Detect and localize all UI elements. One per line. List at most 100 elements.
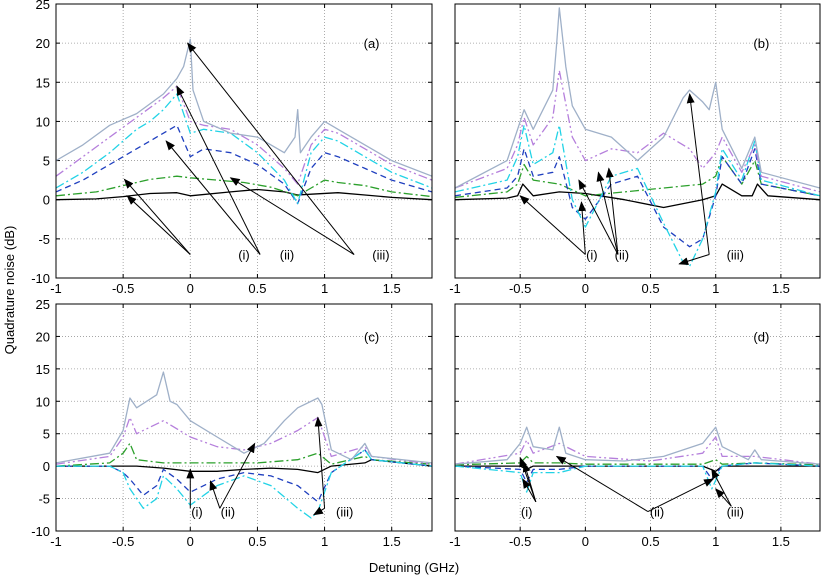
y-tick-label: 25 — [36, 297, 50, 312]
x-tick-label: 1 — [712, 281, 719, 296]
series-line-1 — [56, 188, 432, 201]
series-line-5 — [56, 85, 432, 185]
annotation-label: (c) — [364, 329, 379, 344]
annotation-label: (d) — [753, 329, 769, 344]
y-tick-label: -5 — [38, 232, 50, 247]
series-line-5 — [455, 69, 820, 193]
plot-frame — [55, 3, 433, 279]
series-line-2 — [56, 442, 432, 467]
x-tick-label: -1 — [449, 281, 461, 296]
annotation-label: (iii) — [727, 505, 744, 520]
annotation-label: (i) — [586, 248, 598, 263]
annotation-arrow — [126, 195, 191, 255]
series-line-5 — [56, 416, 432, 465]
annotation-label: (ii) — [280, 248, 294, 263]
x-tick-label: 1.5 — [772, 281, 790, 296]
series-line-5 — [455, 436, 820, 465]
panel-4: -1 -0.5 0 0.5 1 1.5(d)(i) (ii) (iii) — [449, 303, 821, 549]
annotation-label: (i) — [521, 505, 533, 520]
x-tick-label: 0.5 — [641, 281, 659, 296]
y-tick-label: 15 — [36, 75, 50, 90]
annotation-arrow — [605, 167, 619, 255]
annotation-arrow — [165, 140, 261, 255]
panel-2: -1 -0.5 0 0.5 1 1.5 (b) (i) (ii) (iii) — [449, 3, 821, 296]
annotation-arrow — [711, 468, 732, 507]
annotation-label: (iii) — [727, 248, 744, 263]
annotation-label: (a) — [364, 36, 380, 51]
annotation-arrow — [314, 416, 326, 509]
x-tick-label: 1.5 — [383, 534, 401, 549]
series-line-4 — [56, 93, 432, 205]
y-tick-label: 5 — [43, 427, 50, 442]
x-tick-label: 1.5 — [383, 281, 401, 296]
y-tick-label: 10 — [36, 394, 50, 409]
series-group — [455, 426, 820, 493]
series-group — [455, 7, 820, 267]
series-line-6 — [455, 426, 820, 465]
x-tick-label: -1 — [449, 534, 461, 549]
annotation-arrow — [555, 455, 649, 512]
annotation-label: (ii) — [221, 505, 235, 520]
x-tick-label: 0.5 — [641, 534, 659, 549]
x-tick-label: -0.5 — [112, 534, 134, 549]
x-tick-label: -0.5 — [112, 281, 134, 296]
series-line-3 — [455, 148, 820, 248]
annotation-arrow — [522, 478, 537, 503]
annotation-arrow — [176, 85, 261, 255]
x-tick-label: 1 — [321, 534, 328, 549]
annotation-label: (i) — [238, 248, 250, 263]
annotation-arrow — [186, 42, 355, 255]
x-tick-label: 1 — [712, 534, 719, 549]
annotation-arrow — [123, 178, 191, 255]
y-tick-label: 10 — [36, 114, 50, 129]
x-tick-label: -1 — [50, 281, 62, 296]
series-group — [56, 371, 432, 519]
x-tick-label: 1.5 — [772, 534, 790, 549]
x-axis-label: Detuning (GHz) — [369, 560, 459, 575]
series-line-3 — [56, 449, 432, 503]
annotation-label: (iii) — [372, 248, 389, 263]
series-line-1 — [56, 459, 432, 474]
x-tick-label: 1 — [321, 281, 328, 296]
annotation-arrow — [578, 201, 587, 255]
x-tick-label: 0.5 — [248, 281, 266, 296]
y-tick-label: 20 — [36, 329, 50, 344]
series-line-2 — [56, 175, 432, 198]
annotation-arrow — [519, 195, 586, 255]
annotation-arrow — [647, 478, 715, 512]
plot-frame — [454, 3, 821, 279]
x-tick-label: -0.5 — [509, 534, 531, 549]
x-tick-label: 0 — [582, 534, 589, 549]
panel-1: -1 -0.5 0 0.5 1 1.5 -10 -5 0 5 10 15 20 25 (a) (i) (ii) (… — [31, 0, 433, 296]
x-tick-label: 0 — [187, 281, 194, 296]
annotation-arrow — [312, 506, 325, 516]
y-tick-label: 0 — [43, 193, 50, 208]
series-group — [56, 38, 432, 205]
y-tick-label: -10 — [31, 524, 50, 539]
series-line-2 — [455, 156, 820, 199]
series-line-4 — [56, 449, 432, 519]
annotation-label: (i) — [191, 505, 203, 520]
annotation-label: (iii) — [336, 505, 353, 520]
plot-frame — [55, 303, 433, 532]
x-tick-label: 0 — [187, 534, 194, 549]
annotation-label: (ii) — [615, 248, 629, 263]
series-line-6 — [455, 7, 820, 189]
series-line-6 — [56, 38, 432, 177]
x-tick-label: -1 — [50, 534, 62, 549]
series-line-6 — [56, 371, 432, 464]
y-tick-label: -5 — [38, 492, 50, 507]
y-tick-label: 5 — [43, 154, 50, 169]
plot-frame — [454, 303, 821, 532]
annotation-arrow — [519, 456, 537, 502]
annotation-arrow — [596, 171, 619, 255]
x-tick-label: -0.5 — [509, 281, 531, 296]
y-tick-label: -10 — [31, 271, 50, 286]
y-tick-label: 20 — [36, 36, 50, 51]
annotation-arrow — [578, 179, 619, 255]
annotation-arrow — [715, 488, 732, 507]
panel-3: -1 -0.5 0 0.5 1 1.5 -10 -5 0 5 10 15 20 25 (c) (i) (ii) (… — [31, 297, 433, 549]
x-tick-label: 0.5 — [248, 534, 266, 549]
annotation-arrow — [209, 480, 221, 509]
